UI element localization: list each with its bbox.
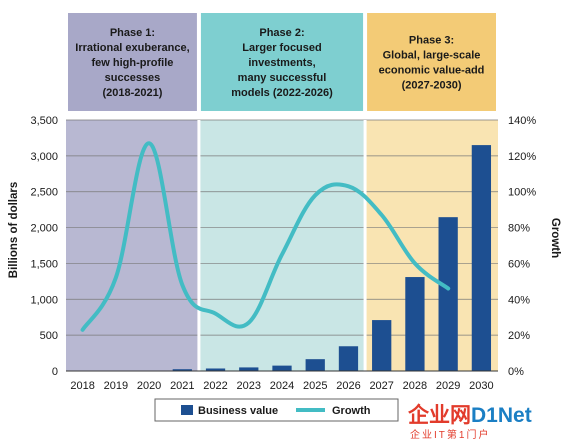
x-tick-2021: 2021 [170, 380, 194, 392]
phase-2-label-line-5: models (2022-2026) [231, 87, 333, 99]
y-tick-right-80%: 80% [508, 223, 530, 235]
legend-swatch-business-value [181, 405, 193, 415]
watermark-main-a: 企业网 [407, 403, 471, 427]
legend: Business value Growth [154, 398, 399, 422]
y-tick-right-60%: 60% [508, 258, 530, 270]
y-axis-right: 0% 20% 40% 60% 80% 100% 120% 140% [508, 115, 536, 378]
x-tick-2023: 2023 [237, 380, 261, 392]
y-axis-title-right: Growth [549, 218, 561, 258]
y-tick-left-3,500: 3,500 [30, 115, 58, 127]
bars [172, 145, 492, 371]
phase-3-label-line-2: Global, large-scale [383, 50, 481, 62]
phase-1-label-line-1: Phase 1: [110, 27, 155, 39]
phase-3-label-line-3: economic value-add [379, 65, 485, 77]
x-tick-2030: 2030 [469, 380, 493, 392]
y-axis-title-left: Billions of dollars [8, 182, 20, 278]
phase-2-label-line-2: Larger focused [242, 42, 321, 54]
x-axis: 2018 2019 2020 2021 2022 2023 2024 2025 2026 2027… [70, 380, 493, 392]
x-tick-2019: 2019 [104, 380, 128, 392]
phase-3-box [367, 13, 496, 111]
bar-2025 [305, 359, 325, 371]
y-tick-left-500: 500 [40, 330, 58, 342]
legend-label-business-value: Business value [198, 405, 278, 417]
bar-2029 [438, 217, 458, 371]
gridlines [66, 119, 498, 336]
phase-1-label-line-2: Irrational exuberance, [75, 42, 189, 54]
y-tick-right-100%: 100% [508, 187, 536, 199]
phase-1-box [68, 13, 197, 111]
phase-1-label-line-5: (2018-2021) [102, 87, 162, 99]
x-tick-2022: 2022 [203, 380, 227, 392]
phase-2-label-line-1: Phase 2: [259, 27, 304, 39]
watermark-sub: 企业IT第1门户 [410, 428, 490, 441]
watermark: 企业网D1Net 企业IT第1门户 [407, 403, 532, 441]
phase-2-label-line-4: many successful [238, 72, 327, 84]
y-tick-left-2,000: 2,000 [30, 223, 58, 235]
bar-2024 [272, 365, 292, 371]
legend-label-growth: Growth [332, 405, 371, 417]
y-tick-left-0: 0 [52, 366, 58, 378]
x-tick-2026: 2026 [336, 380, 360, 392]
phase-2-background [198, 120, 366, 371]
x-tick-2018: 2018 [70, 380, 94, 392]
x-tick-2027: 2027 [369, 380, 393, 392]
bar-2021 [172, 369, 192, 371]
bar-2030 [471, 145, 492, 371]
x-tick-2028: 2028 [403, 380, 427, 392]
phase-boxes: Phase 1: Irrational exuberance, few high-p… [68, 13, 496, 111]
phase-3-label-line-4: (2027-2030) [402, 80, 462, 92]
y-axis-left: 0 500 1,000 1,500 2,000 2,500 3,000 3,500 [30, 115, 58, 378]
x-tick-2020: 2020 [137, 380, 161, 392]
y-tick-right-40%: 40% [508, 294, 530, 306]
svg-text:企业网D1Net: 企业网D1Net [407, 403, 532, 427]
phase-2-label-line-3: investments, [248, 57, 315, 69]
x-tick-2025: 2025 [303, 380, 327, 392]
phase-3-label-line-1: Phase 3: [409, 35, 454, 47]
legend-box [154, 398, 399, 422]
x-tick-2029: 2029 [436, 380, 460, 392]
bar-2022 [205, 368, 226, 371]
growth-line [80, 141, 451, 332]
y-tick-right-120%: 120% [508, 151, 536, 163]
y-tick-left-2,500: 2,500 [30, 187, 58, 199]
phase-1-background [66, 120, 199, 371]
x-tick-2024: 2024 [270, 380, 294, 392]
y-tick-right-140%: 140% [508, 115, 536, 127]
phase-2-box [200, 13, 364, 111]
bar-2023 [239, 367, 259, 371]
bar-2027 [372, 320, 392, 371]
bar-2028 [405, 277, 425, 371]
phase-backgrounds [66, 120, 498, 371]
phase-dividers [197, 120, 367, 371]
y-tick-left-1,500: 1,500 [30, 258, 58, 270]
phase-1-label-line-4: successes [105, 72, 161, 84]
y-tick-left-3,000: 3,000 [30, 151, 58, 163]
y-tick-right-20%: 20% [508, 330, 530, 342]
watermark-main-b: D1Net [471, 404, 532, 427]
phase-1-label-line-3: few high-profile [92, 57, 174, 69]
bar-2026 [338, 346, 359, 371]
y-tick-right-0%: 0% [508, 366, 524, 378]
y-tick-left-1,000: 1,000 [30, 294, 58, 306]
